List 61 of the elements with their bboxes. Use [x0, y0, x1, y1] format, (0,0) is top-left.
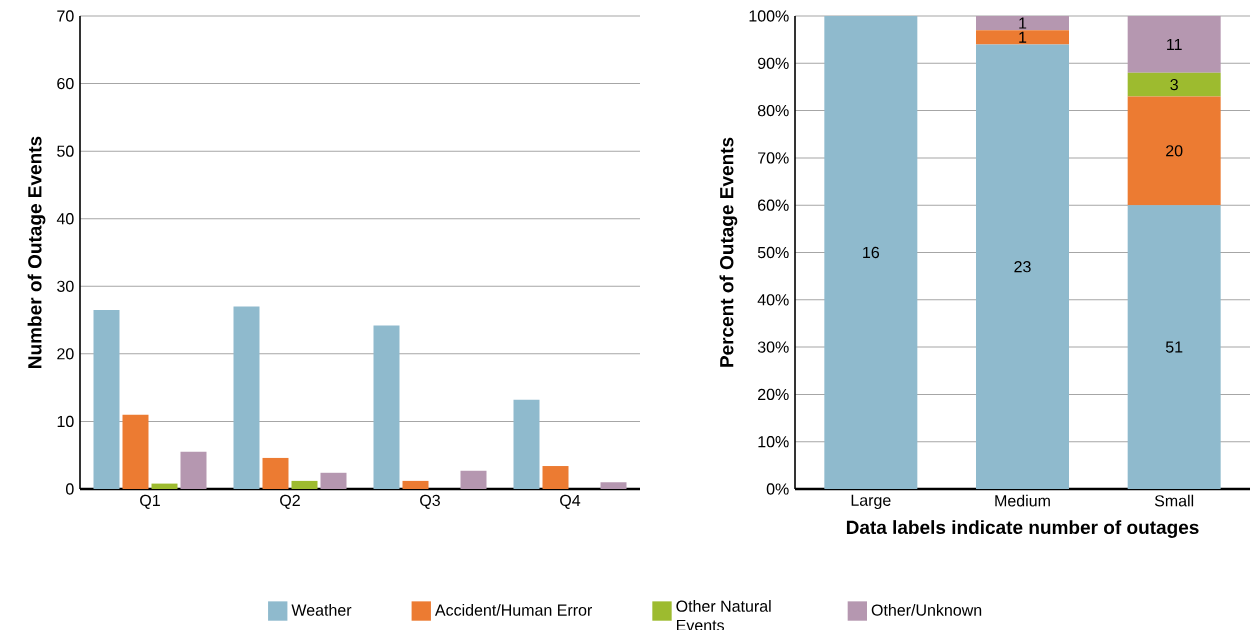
annotation: 1 — [1019, 17, 1027, 29]
bar — [291, 480, 318, 490]
bar — [1127, 205, 1221, 490]
bar — [180, 451, 207, 490]
bar — [976, 44, 1069, 490]
bar — [262, 457, 289, 490]
y-tick-label: 100% — [749, 10, 789, 22]
bar — [122, 414, 149, 490]
bar — [233, 306, 260, 490]
bar — [513, 399, 540, 490]
y-tick-label: 50 — [57, 145, 74, 157]
y-tick-label: 70% — [758, 152, 789, 164]
bar — [460, 470, 487, 490]
annotation: 11 — [1167, 38, 1182, 50]
y-tick-label: 30% — [757, 341, 789, 353]
x-tick-label: Large — [851, 494, 891, 510]
y-tick-label: 20 — [57, 348, 74, 360]
annotation: 51 — [1165, 341, 1183, 353]
y-axis-title: Percent of Outage Events — [719, 137, 738, 367]
x-axis-title: Data labels indicate number of outages — [846, 520, 1199, 538]
y-tick-label: 30 — [57, 280, 74, 292]
bar — [976, 16, 1069, 31]
legend-label: Weather — [291, 604, 352, 616]
x-tick-label: Small — [1154, 494, 1194, 507]
annotation: 23 — [1014, 261, 1031, 273]
y-tick-label: 90% — [758, 57, 789, 69]
bar — [542, 466, 569, 490]
x-tick-label: Q1 — [140, 494, 160, 509]
bar — [824, 16, 918, 490]
bar — [320, 472, 347, 490]
annotation: 1 — [1019, 31, 1027, 43]
legend-label: Other/Unknown — [871, 604, 982, 616]
y-tick-label: 10% — [758, 436, 789, 448]
x-tick-label: Q2 — [280, 494, 300, 509]
y-tick-label: 10 — [57, 415, 74, 428]
y-tick-label: 20% — [758, 388, 789, 401]
bar — [1127, 96, 1221, 206]
bar — [600, 482, 627, 490]
bar — [1127, 72, 1221, 97]
bar — [93, 309, 120, 490]
y-tick-label: 0 — [66, 483, 74, 495]
legend-label: Accident/Human Error — [434, 604, 593, 616]
bar — [976, 30, 1069, 45]
y-tick-label: 80% — [757, 104, 789, 117]
y-tick-label: 0% — [766, 483, 789, 495]
y-tick-label: 50% — [757, 246, 789, 259]
y-axis-title: Number of Outage Events — [27, 136, 46, 368]
x-tick-label: Q4 — [560, 494, 581, 509]
x-tick-label: Q3 — [420, 494, 440, 509]
y-tick-label: 70 — [57, 10, 74, 22]
bar — [1127, 16, 1221, 73]
x-tick-label: Medium — [995, 494, 1050, 507]
y-tick-label: 60% — [758, 199, 789, 211]
y-tick-label: 60 — [57, 77, 74, 90]
annotation: 3 — [1170, 78, 1178, 91]
annotation: 16 — [863, 246, 880, 259]
bar — [373, 325, 400, 490]
annotation: 20 — [1166, 145, 1183, 157]
y-tick-label: 40% — [757, 294, 789, 306]
bar — [402, 480, 429, 490]
y-tick-label: 40 — [56, 213, 74, 225]
